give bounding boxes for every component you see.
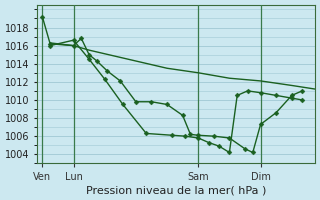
X-axis label: Pression niveau de la mer( hPa ): Pression niveau de la mer( hPa ) (86, 185, 266, 195)
